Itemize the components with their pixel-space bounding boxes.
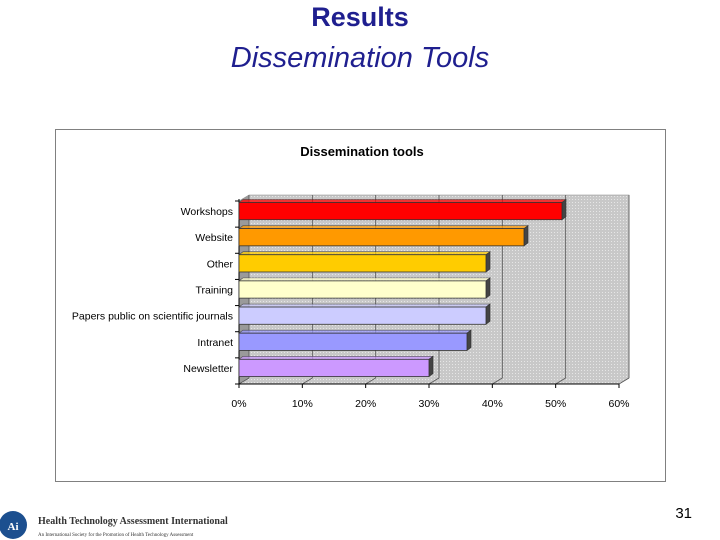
bar-newsletter	[238, 358, 430, 377]
footer-org-name: Health Technology Assessment Internation…	[38, 516, 228, 527]
category-label: Workshops	[181, 206, 233, 218]
svg-text:Ai: Ai	[8, 521, 19, 533]
x-tick-label: 0%	[231, 398, 246, 410]
footer-org-tagline: An International Society for the Promoti…	[38, 533, 194, 538]
bar-papers-public-on-scientific-journals	[238, 306, 487, 325]
gridline-floor	[428, 377, 440, 385]
bar-top-face	[238, 303, 491, 308]
category-label: Papers public on scientific journals	[72, 311, 233, 323]
category-label: Newsletter	[183, 363, 233, 375]
bar-end-face	[485, 277, 491, 299]
x-tick-label: 20%	[355, 398, 376, 410]
bar-website	[238, 228, 525, 247]
x-tick-label: 60%	[608, 398, 629, 410]
bar-other	[238, 254, 487, 273]
bar-chart: Dissemination tools Workshops Website Othe…	[72, 144, 630, 410]
bar-top-face	[238, 251, 491, 256]
gridline-floor	[618, 377, 630, 385]
bar-top-face	[238, 199, 567, 203]
bar-intranet	[238, 332, 468, 351]
slide-title: Results	[311, 2, 409, 32]
globe-icon	[0, 511, 27, 539]
gridline-floor	[365, 377, 376, 385]
bar-workshops	[238, 202, 563, 221]
bar-top-face	[238, 277, 491, 282]
page-number: 31	[675, 505, 692, 522]
gridline-floor	[492, 377, 503, 385]
bar-end-face	[561, 198, 567, 221]
bar-top-face	[238, 225, 529, 229]
bar-training	[238, 280, 487, 299]
bar-end-face	[466, 329, 472, 352]
gridline-floor	[555, 377, 566, 385]
chart-title: Dissemination tools	[300, 144, 424, 159]
bar-end-face	[485, 251, 491, 273]
gridline-floor	[302, 377, 313, 385]
bar-end-face	[523, 224, 529, 247]
bar-top-face	[238, 356, 434, 360]
x-tick-label: 10%	[292, 398, 313, 410]
chart-frame: Dissemination tools Workshops Website Othe…	[55, 129, 666, 482]
category-label: Other	[207, 258, 234, 270]
category-label: Website	[195, 232, 233, 244]
htai-logo: Ai Health Technology Assessment Internat…	[0, 511, 228, 539]
category-label: Intranet	[197, 337, 233, 349]
slide-subtitle: Dissemination Tools	[230, 42, 490, 74]
bar-end-face	[485, 303, 491, 325]
bar-end-face	[428, 355, 434, 378]
gridline-floor	[238, 377, 250, 385]
bar-top-face	[238, 329, 472, 334]
x-tick-label: 40%	[482, 398, 503, 410]
x-tick-label: 50%	[545, 398, 566, 410]
x-tick-label: 30%	[418, 398, 439, 410]
category-label: Training	[195, 285, 233, 297]
